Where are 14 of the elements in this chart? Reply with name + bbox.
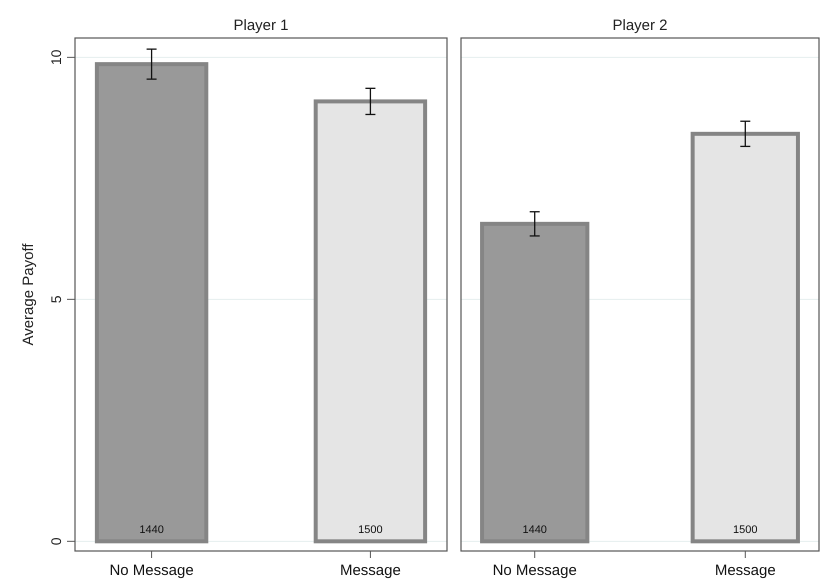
- y-tick-label: 5: [48, 295, 64, 304]
- annotation: 1440: [522, 524, 547, 536]
- annotation: 1500: [733, 524, 758, 536]
- x-tick-label: Message: [714, 562, 776, 579]
- annotation: 1500: [358, 524, 383, 536]
- x-tick-label: No Message: [109, 562, 194, 579]
- x-tick-label: No Message: [492, 562, 577, 579]
- chart-title: Player 2: [612, 17, 668, 34]
- x-tick-label: Message: [340, 562, 401, 579]
- y-axis-title: Average Payoff: [20, 242, 37, 346]
- chart-title: Player 1: [233, 17, 289, 34]
- annotation: 1440: [139, 524, 164, 536]
- y-tick-label: 10: [48, 49, 64, 66]
- y-tick-label: 0: [48, 537, 64, 546]
